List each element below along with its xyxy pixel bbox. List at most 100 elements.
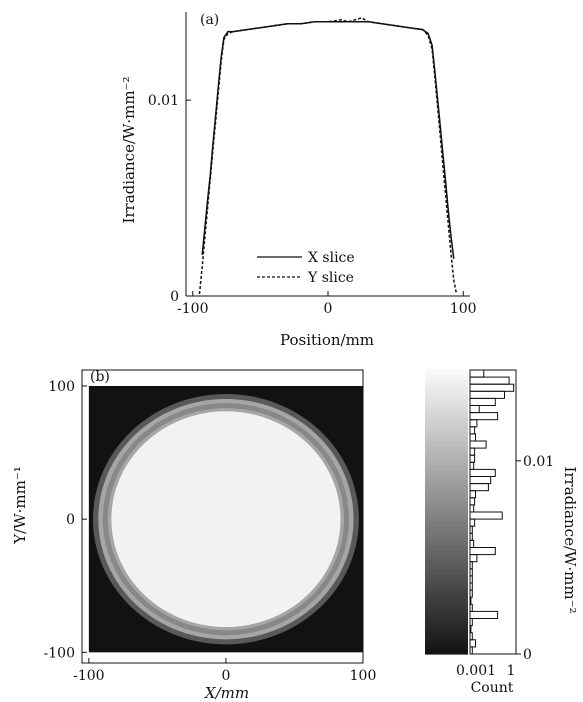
colorbar-segment [425,450,468,456]
panel-a-x-tick-label: 100 [450,301,477,317]
histogram-axis-label: Count [471,680,514,696]
colorbar-segment [425,502,468,508]
panel-a-y-tick-label: 0.01 [148,93,179,109]
colorbar-segment [425,431,468,437]
histogram-bar [469,554,478,563]
colorbar-segment [425,441,468,447]
panel-b-y-axis-label: Y/W·mm⁻¹ [11,466,29,545]
heatmap-ring [102,403,350,636]
legend-entry-x-slice: X slice [308,250,355,266]
colorbar-segment [425,549,468,556]
histogram-bar [469,547,496,556]
histogram-bar [469,412,499,421]
panel-a-y-tick-label: 0 [170,289,179,305]
panel-a: (a) Irradiance/W·mm⁻² Position/mm -100 0 1… [120,12,477,349]
colorbar-segment [425,545,468,551]
colorbar-segment [425,464,468,470]
colorbar-segment [425,620,468,627]
colorbar-segment [425,478,468,485]
heatmap-beam-core [111,411,341,628]
colorbar-segment [425,374,468,381]
colorbar-segment [425,507,468,513]
legend-entry-y-slice: Y slice [307,270,354,286]
colorbar-segment [425,393,468,399]
colorbar-segment [425,611,468,617]
colorbar-segment [425,459,468,466]
panel-b-y-tick-label: 0 [66,512,75,528]
panel-b-x-axis-label: X/mm [204,684,249,702]
colorbar-segment [425,497,468,504]
colorbar-segment [425,417,468,423]
panel-b-y-tick-label: -100 [44,645,75,661]
colorbar-segment [425,530,468,537]
colorbar-segment [425,403,468,409]
panel-a-x-tick-label: 0 [324,301,333,317]
panel-b-y-tick-label: 100 [48,379,75,395]
colorbar-segment [425,469,468,475]
histogram-bar [469,646,473,655]
colorbar-segment [425,445,468,452]
panel-b-x-tick-label: -100 [73,668,104,684]
colorbar-segment [425,379,468,385]
colorbar-segment [425,564,468,570]
histogram-tick-label: 1 [507,663,516,679]
panel-b-frame [81,369,364,664]
histogram-bar [469,610,499,620]
colorbar-segment [425,625,468,631]
colorbar-segment [425,639,468,646]
series-line-x-slice [201,21,455,259]
colorbar-label: Irradiance/W·mm⁻² [561,466,579,613]
colorbar-segment [425,583,468,589]
colorbar-segment [425,535,468,541]
colorbar-segment [425,559,468,565]
histogram-bar [469,596,472,605]
panel-b: (b) Y/W·mm⁻¹ X/mm -100 0 100 -100 0 100 0 0.01… [11,369,579,702]
panel-a-label: (a) [200,12,219,28]
histogram-bar [469,483,489,492]
colorbar-segment [425,540,468,546]
colorbar-segment [425,592,468,598]
colorbar-segment [425,644,468,650]
colorbar-segment [425,370,468,376]
colorbar-segment [425,573,468,579]
panel-a-x-axis-label: Position/mm [280,331,374,349]
colorbar-tick-label: 0.01 [523,454,554,470]
colorbar-segment [425,630,468,636]
colorbar-segment [425,483,468,489]
colorbar-segment [425,587,468,594]
panel-a-y-axis-label: Irradiance/W·mm⁻² [120,76,138,223]
colorbar-segment [425,398,468,404]
panel-a-legend: X slice Y slice [257,250,355,286]
colorbar-segment [425,407,468,414]
histogram-bar [469,397,496,406]
colorbar-segment [425,578,468,584]
colorbar-segment [425,597,468,603]
colorbar-segment [425,455,468,461]
colorbar-segment [425,488,468,494]
histogram-tick-label: 0.001 [456,663,496,679]
colorbar-segment [425,388,468,395]
colorbar-segment [425,512,468,518]
colorbar-segment [425,493,468,499]
colorbar-segment [425,554,468,560]
colorbar-segment [425,606,468,612]
histogram-bar [469,511,503,520]
panel-b-x-tick-label: 0 [221,668,230,684]
panel-b-label: (b) [90,369,110,385]
colorbar-segment [425,635,468,641]
colorbar-tick-label: 0 [523,647,532,663]
colorbar-segment [425,436,468,442]
colorbar-segment [425,526,468,532]
colorbar-segment [425,474,468,480]
colorbar-segment [425,649,468,655]
colorbar-segment [425,568,468,575]
series-line-y-slice [198,17,458,295]
colorbar-segment [425,426,468,433]
colorbar-segment [425,412,468,418]
colorbar-segment [425,422,468,428]
histogram-bar [469,440,487,449]
colorbar-segment [425,521,468,527]
colorbar-segment [425,616,468,622]
